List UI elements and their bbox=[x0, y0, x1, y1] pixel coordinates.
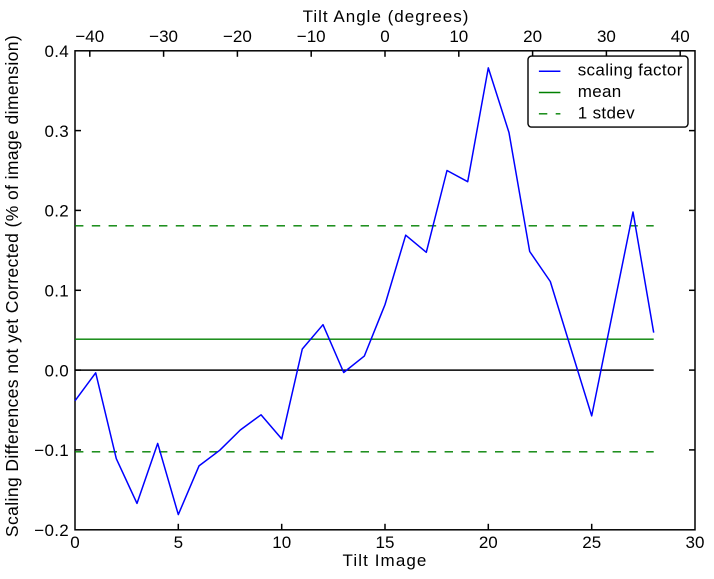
svg-text:Scaling Differences not yet Co: Scaling Differences not yet Corrected (%… bbox=[2, 35, 22, 537]
svg-text:0.2: 0.2 bbox=[44, 202, 69, 221]
svg-text:25: 25 bbox=[582, 533, 601, 552]
svg-text:40: 40 bbox=[671, 27, 690, 46]
svg-text:−30: −30 bbox=[149, 27, 178, 46]
svg-text:Tilt Image: Tilt Image bbox=[342, 551, 427, 570]
svg-text:5: 5 bbox=[174, 533, 183, 552]
svg-text:15: 15 bbox=[376, 533, 395, 552]
svg-text:0.0: 0.0 bbox=[44, 361, 69, 380]
svg-text:Tilt Angle (degrees): Tilt Angle (degrees) bbox=[303, 7, 470, 26]
svg-text:0.4: 0.4 bbox=[44, 42, 69, 61]
svg-text:−0.1: −0.1 bbox=[34, 441, 69, 460]
svg-text:0: 0 bbox=[70, 533, 79, 552]
svg-text:−0.2: −0.2 bbox=[34, 521, 69, 540]
svg-text:mean: mean bbox=[578, 82, 622, 101]
svg-text:−10: −10 bbox=[297, 27, 326, 46]
svg-text:20: 20 bbox=[523, 27, 542, 46]
svg-text:30: 30 bbox=[597, 27, 616, 46]
svg-text:10: 10 bbox=[449, 27, 468, 46]
svg-text:0.1: 0.1 bbox=[44, 282, 69, 301]
svg-text:−40: −40 bbox=[75, 27, 104, 46]
svg-text:30: 30 bbox=[686, 533, 705, 552]
svg-text:0: 0 bbox=[380, 27, 389, 46]
svg-text:10: 10 bbox=[272, 533, 291, 552]
svg-text:scaling factor: scaling factor bbox=[578, 61, 683, 80]
svg-text:−20: −20 bbox=[223, 27, 252, 46]
svg-text:0.3: 0.3 bbox=[44, 122, 69, 141]
svg-text:20: 20 bbox=[479, 533, 498, 552]
svg-text:1 stdev: 1 stdev bbox=[578, 103, 635, 122]
